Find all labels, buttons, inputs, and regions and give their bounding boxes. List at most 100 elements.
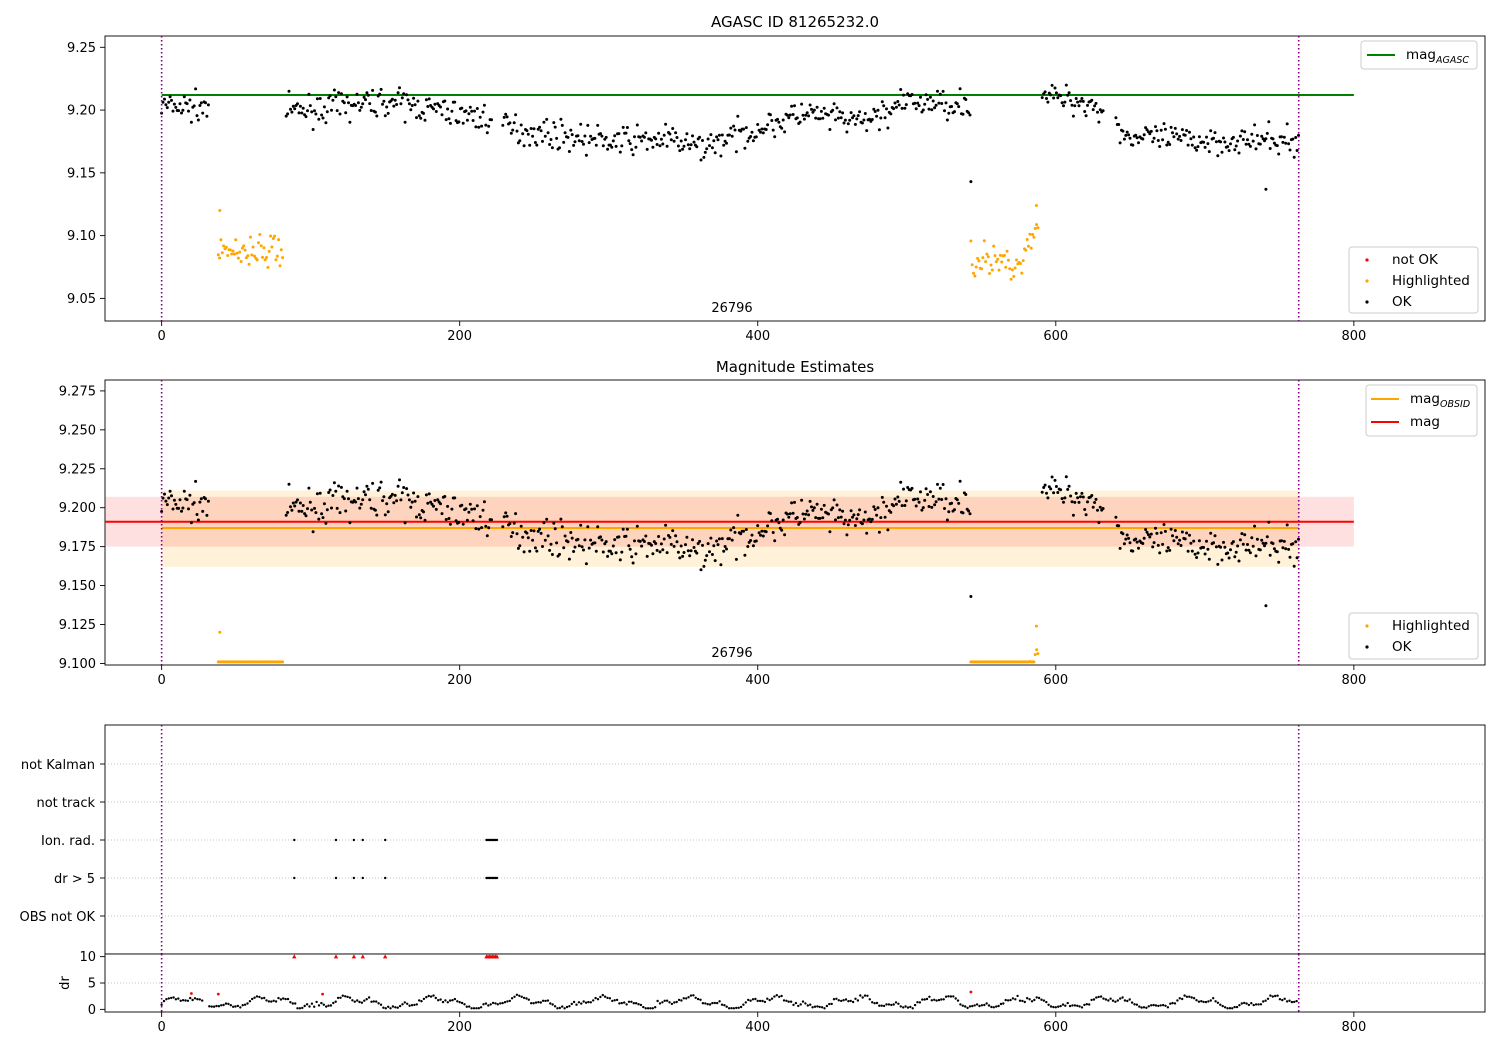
ok-point [1258, 142, 1262, 146]
dr-point [766, 997, 769, 1000]
ok-point [853, 524, 857, 527]
ok-point [671, 529, 675, 533]
ok-point [841, 111, 845, 115]
ok-point [381, 499, 384, 503]
ok-point [961, 511, 965, 515]
ok-point [938, 486, 942, 490]
ok-point [448, 522, 452, 526]
ok-point [868, 517, 871, 521]
ok-point [827, 512, 830, 516]
dr-point [444, 999, 447, 1002]
dr-point [358, 1000, 361, 1004]
ok-point [1220, 558, 1224, 562]
ok-point [398, 478, 401, 482]
ok-point [853, 122, 857, 126]
ok-point [1094, 497, 1098, 501]
ok-point [930, 505, 934, 509]
ok-point [785, 512, 789, 516]
ok-point [555, 541, 559, 545]
ok-point [865, 531, 869, 535]
ok-point [163, 97, 166, 101]
ok-point [834, 518, 837, 522]
ok-point [1175, 132, 1179, 136]
x-tick-label: 0 [157, 329, 165, 344]
ok-point [812, 506, 816, 510]
ok-point [1046, 100, 1050, 104]
ok-point [802, 117, 806, 121]
dr-point [1219, 1003, 1222, 1006]
ok-point [787, 515, 791, 519]
highlighted-point [1008, 267, 1012, 271]
ok-point [471, 119, 475, 122]
highlighted-point [274, 258, 278, 262]
ok-point [164, 103, 168, 107]
ok-point [827, 113, 830, 117]
dr-point [418, 999, 421, 1002]
dr-point [494, 1002, 497, 1005]
ok-point [563, 534, 567, 538]
ok-point [1292, 155, 1296, 159]
dr-point [1243, 1001, 1246, 1005]
ok-point [599, 132, 602, 136]
ok-point [678, 556, 682, 560]
ok-point [1169, 527, 1173, 531]
legend-label-mag: mag [1410, 414, 1440, 430]
ok-point [587, 141, 591, 145]
ok-point [347, 497, 350, 501]
ok-point [566, 540, 570, 544]
ok-point [924, 487, 928, 491]
dr-point [735, 1006, 738, 1010]
ok-point [685, 132, 689, 136]
ok-point [1059, 94, 1063, 98]
ok-point [943, 507, 946, 510]
ok-point [335, 506, 339, 510]
ok-point [723, 545, 727, 548]
dr-point [1278, 998, 1282, 1001]
ok-point [182, 95, 186, 99]
dr-point [1011, 997, 1015, 1000]
ok-point [348, 120, 352, 124]
flag-point [293, 838, 296, 842]
ok-point [331, 98, 335, 102]
ok-point [366, 487, 370, 491]
ok-point [613, 538, 617, 542]
dr-point [1157, 1004, 1160, 1008]
ok-point [332, 88, 336, 92]
ok-point [838, 110, 842, 114]
ok-point [1158, 551, 1162, 555]
ok-point [938, 92, 942, 96]
ok-point [596, 525, 600, 529]
ok-point [163, 492, 166, 496]
ok-point [317, 517, 321, 521]
ok-point [712, 544, 716, 548]
dr-point [758, 999, 762, 1003]
ok-point [618, 150, 622, 154]
ok-point [467, 510, 471, 514]
dr-point [389, 1007, 392, 1010]
ok-point [321, 116, 325, 120]
dr-point [313, 1005, 316, 1008]
y-tick-label: 0 [88, 1003, 96, 1018]
ok-point [873, 110, 877, 113]
ok-point [716, 543, 720, 547]
ok-point [868, 117, 871, 121]
ok-point [413, 499, 417, 503]
dr-point [1147, 1005, 1151, 1008]
dr-point [327, 1004, 330, 1007]
ok-point [1214, 545, 1218, 549]
ok-point [1098, 108, 1102, 112]
ok-point [1121, 532, 1125, 536]
dr-point [1102, 997, 1105, 1000]
ok-point [757, 531, 761, 535]
dr-point [1197, 1000, 1201, 1003]
highlighted-point [262, 246, 266, 250]
ok-point [703, 558, 707, 562]
ok-point [306, 507, 309, 511]
y-tick-label: 9.150 [59, 579, 96, 594]
highlighted-point [1035, 223, 1039, 227]
dr-point [553, 1005, 557, 1008]
ok-point [1172, 135, 1176, 139]
dr-point [751, 998, 755, 1001]
ok-point [628, 142, 632, 146]
